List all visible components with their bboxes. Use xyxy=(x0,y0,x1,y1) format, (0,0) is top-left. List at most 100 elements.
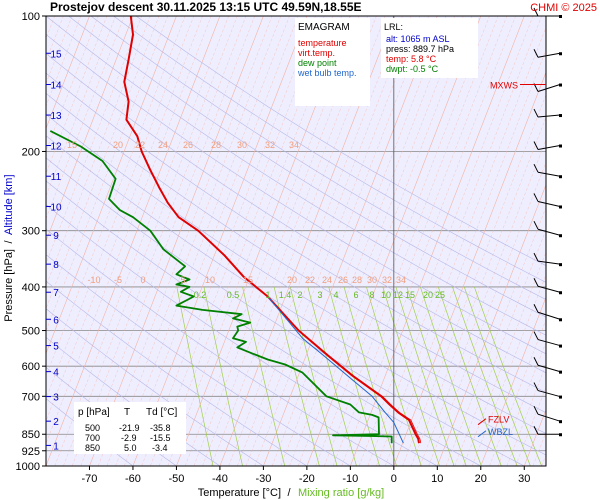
lrl-alt: alt: 1065 m ASL xyxy=(386,34,450,44)
isotherm-line xyxy=(480,296,546,466)
table-cell: -21.9 xyxy=(119,423,140,433)
isotherm-line xyxy=(445,206,546,466)
dry-adiabat xyxy=(46,113,546,434)
isotherm-label: 34 xyxy=(289,140,299,150)
isotherm-label: 26 xyxy=(338,275,348,285)
mixing-ratio-line xyxy=(463,286,531,466)
x-axis-title: Temperature [°C] / Mixing ratio [g/kg] xyxy=(198,487,384,499)
altitude-tick-label: 8 xyxy=(53,260,59,271)
y-axis-label: Pressure [hPa] xyxy=(3,249,15,322)
isotherm-line xyxy=(193,16,368,466)
lrl-dwpt: dwpt: -0.5 °C xyxy=(386,64,439,74)
sounding-table: p [hPa] T Td [°C] 500 -21.9 -35.8 700 -2… xyxy=(74,402,186,454)
isotherm-line xyxy=(498,341,546,466)
isotherm-line xyxy=(46,16,177,355)
altitude-tick-label: 7 xyxy=(53,288,59,299)
mixing-ratio-line xyxy=(203,286,243,466)
dry-adiabat xyxy=(46,228,394,466)
dry-adiabat xyxy=(90,16,546,300)
mixing-ratio-label: 6 xyxy=(353,290,358,300)
isotherm-line xyxy=(245,16,421,466)
isotherm-line xyxy=(437,183,546,466)
temperature-tick-label: -70 xyxy=(82,473,98,485)
chart-header-title: Prostejov descent 30.11.2025 13:15 UTC 4… xyxy=(50,0,362,14)
isotherm-line xyxy=(341,16,516,466)
temperature-tick-label: 30 xyxy=(518,473,530,485)
isotherm-line xyxy=(237,16,412,466)
isotherm-line xyxy=(54,16,229,466)
wind-barb xyxy=(533,331,562,348)
table-header-td: Td [°C] xyxy=(146,407,177,418)
wind-barbs xyxy=(533,7,562,437)
dry-adiabat xyxy=(46,135,546,456)
isotherm-line xyxy=(46,16,221,466)
table-cell: 700 xyxy=(85,433,100,443)
isotherm-line xyxy=(523,408,546,466)
lrl-info-box: LRL: alt: 1065 m ASL press: 889.7 hPa te… xyxy=(381,18,478,78)
altitude-tick-label: 12 xyxy=(50,142,62,153)
legend-wet-bulb: wet bulb temp. xyxy=(297,68,357,78)
table-cell: -3.4 xyxy=(152,443,168,453)
altitude-tick-label: 11 xyxy=(51,172,62,183)
isotherm-line xyxy=(463,251,546,466)
isotherm-line xyxy=(254,16,429,466)
dry-adiabat xyxy=(46,92,546,414)
isotherm-line xyxy=(315,16,490,466)
table-cell: 500 xyxy=(85,423,100,433)
isotherm-label: 32 xyxy=(265,140,275,150)
isotherm-line xyxy=(141,16,316,466)
isotherm-label: 22 xyxy=(305,275,315,285)
isotherm-label: 15 xyxy=(67,140,77,150)
isotherm-label: 15 xyxy=(243,275,253,285)
isotherm-line xyxy=(106,16,281,466)
temperature-tick-label: -20 xyxy=(299,473,315,485)
altitude-tick-label: 1 xyxy=(53,441,59,452)
table-header-p: p [hPa] xyxy=(78,407,110,418)
mixing-ratio-label: 2 xyxy=(297,290,302,300)
isotherm-label: 34 xyxy=(396,275,406,285)
dry-adiabat xyxy=(46,254,351,466)
isotherm-label: -5 xyxy=(114,275,122,285)
isotherm-label: 10 xyxy=(205,275,215,285)
mixing-ratio-line xyxy=(273,286,320,466)
wind-barb xyxy=(533,220,562,238)
mixing-ratio-line xyxy=(395,286,455,466)
altitude-tick-label: 4 xyxy=(53,368,59,379)
isotherm-line xyxy=(46,16,142,264)
isotherm-label: 24 xyxy=(158,140,168,150)
level-marker-fzlv: FZLV xyxy=(477,415,509,426)
isotherm-line xyxy=(384,49,546,466)
wind-barb xyxy=(533,193,562,209)
mixing-ratio-line xyxy=(382,286,440,466)
isotherm-line xyxy=(46,16,186,377)
wind-barb xyxy=(533,141,562,151)
legend-virt-temp: virt.temp. xyxy=(298,48,335,58)
isotherm-line xyxy=(124,16,299,466)
table-cell: -2.9 xyxy=(121,433,137,443)
isotherm-line xyxy=(167,16,342,466)
mixing-ratio-label: 4 xyxy=(333,290,338,300)
level-marker-mxws: MXWS xyxy=(490,81,546,91)
isotherm-line xyxy=(176,16,351,466)
temperature-tick-label: -60 xyxy=(125,473,141,485)
dry-adiabat xyxy=(113,16,546,283)
mixing-ratio-label: 1.4 xyxy=(279,290,292,300)
isotherm-line xyxy=(150,16,325,466)
temperature-tick-label: -50 xyxy=(168,473,184,485)
series-dew-point xyxy=(49,130,393,444)
mixing-ratio-label: 8 xyxy=(369,290,374,300)
wind-barb xyxy=(533,163,562,179)
series-wet-bulb-temp xyxy=(267,296,404,444)
isotherm-line xyxy=(63,16,238,466)
isotherm-line xyxy=(489,319,546,466)
mixing-ratio-label: 10 xyxy=(381,290,391,300)
mixing-ratio-label: 15 xyxy=(405,290,415,300)
pressure-tick-label: 300 xyxy=(22,226,40,238)
wind-barb xyxy=(533,7,562,18)
dry-adiabat xyxy=(46,180,481,466)
mixing-ratio-label: 3 xyxy=(317,290,322,300)
mixing-ratio-line xyxy=(307,286,357,466)
isotherm-line xyxy=(376,26,546,466)
isotherm-line xyxy=(419,139,546,466)
